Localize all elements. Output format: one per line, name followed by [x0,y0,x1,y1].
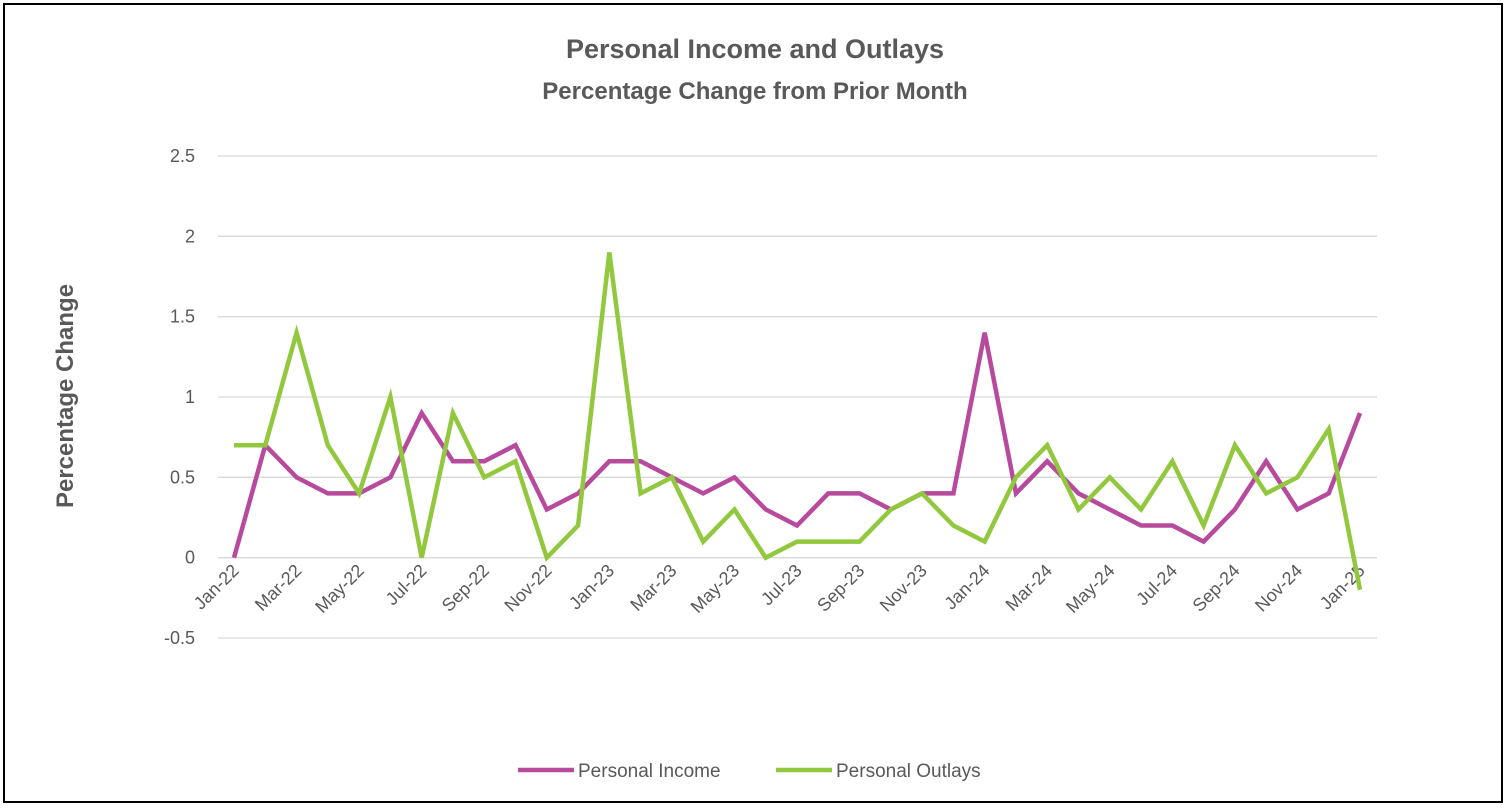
x-tick-label: Jul-24 [1132,560,1181,609]
chart-frame [3,3,1503,803]
x-tick-label: May-22 [311,560,368,617]
y-tick-label: 0 [185,548,195,568]
x-tick-label: Jan-22 [190,560,243,613]
y-tick-label: 2.5 [170,146,195,166]
x-tick-label: Mar-24 [1002,560,1056,614]
x-tick-label: May-24 [1062,560,1119,617]
x-tick-label: Mar-23 [626,560,680,614]
gridlines [218,155,1377,639]
x-tick-label: Jan-24 [940,560,993,613]
y-tick-label: 0.5 [170,467,195,487]
x-axis-ticks: Jan-22 Mar-22 May-22 Jul-22 Sep-22 Nov-22 Jan-… [190,560,1369,617]
legend-label: Personal Outlays [836,761,981,782]
x-tick-label: Jul-22 [382,560,431,609]
legend: Personal Income Personal Outlays [518,761,981,782]
x-tick-label: Nov-22 [500,560,555,615]
x-tick-label: Jan-23 [565,560,618,613]
y-tick-label: -0.5 [164,628,195,648]
x-tick-label: Sep-23 [813,560,868,615]
x-tick-label: Mar-22 [251,560,305,614]
x-tick-label: May-23 [687,560,744,617]
series-line-personal-outlays [234,252,1363,591]
chart-subtitle: Percentage Change from Prior Month [542,78,967,105]
chart-title: Personal Income and Outlays [566,34,944,64]
x-tick-label: Nov-23 [876,560,931,615]
y-axis-ticks: 2.5 2 1.5 1 0.5 0 -0.5 [164,146,195,648]
y-tick-label: 1.5 [170,307,195,327]
x-tick-label: Nov-24 [1251,560,1306,615]
y-axis-label: Percentage Change [52,284,79,508]
x-tick-label: Jul-23 [757,560,806,609]
y-tick-label: 1 [185,387,195,407]
x-tick-label: Sep-24 [1189,560,1244,615]
series-lines [231,252,1363,591]
y-tick-label: 2 [185,226,195,246]
legend-label: Personal Income [578,761,721,782]
x-tick-label: Sep-22 [438,560,493,615]
series-line-personal-income [231,332,1363,559]
